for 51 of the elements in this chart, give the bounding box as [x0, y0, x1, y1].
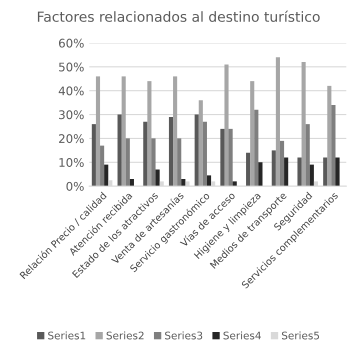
bar — [151, 138, 156, 186]
bar — [177, 138, 182, 186]
bar — [250, 81, 254, 186]
bar — [173, 76, 178, 186]
bar — [92, 124, 96, 186]
bar — [302, 62, 306, 186]
bar — [220, 128, 224, 186]
bar — [272, 150, 276, 186]
bar — [126, 138, 130, 186]
bar — [280, 140, 284, 186]
bar — [143, 122, 148, 186]
legend-label: Series3 — [165, 331, 202, 340]
y-tick-label: 20% — [59, 134, 84, 144]
bar — [194, 114, 199, 186]
legend-label: Series5 — [282, 331, 320, 340]
legend-label: Series4 — [224, 331, 261, 340]
bar — [306, 124, 310, 186]
bar — [310, 164, 314, 186]
bar — [156, 169, 160, 186]
bar — [327, 86, 332, 186]
bar — [246, 152, 250, 186]
bar — [276, 57, 280, 186]
chart-title: Factores relacionados al destino turístico — [38, 10, 320, 22]
bar — [232, 181, 237, 186]
bar — [224, 64, 229, 186]
bar — [228, 128, 233, 186]
bar — [122, 76, 126, 186]
bar — [206, 175, 212, 186]
bar — [258, 162, 262, 186]
bar — [331, 105, 336, 186]
y-tick-label: 30% — [59, 110, 84, 120]
legend-label: Series2 — [106, 331, 144, 340]
y-tick-label: 10% — [59, 158, 84, 167]
bar — [118, 114, 122, 186]
bar — [147, 81, 152, 186]
bar — [323, 158, 328, 186]
bar — [198, 100, 203, 186]
y-tick-label: 0% — [66, 182, 84, 191]
bar — [168, 116, 174, 186]
bar — [254, 110, 258, 186]
bar — [284, 158, 288, 186]
bar — [297, 158, 302, 186]
y-tick-label: 40% — [58, 86, 84, 96]
bar — [104, 164, 108, 186]
legend-label: Series1 — [48, 331, 86, 340]
y-tick-label: 50% — [59, 62, 84, 72]
y-tick-label: 60% — [58, 38, 84, 48]
bar — [335, 158, 340, 186]
bar — [202, 122, 207, 186]
bar — [100, 146, 104, 186]
bar — [96, 76, 100, 186]
